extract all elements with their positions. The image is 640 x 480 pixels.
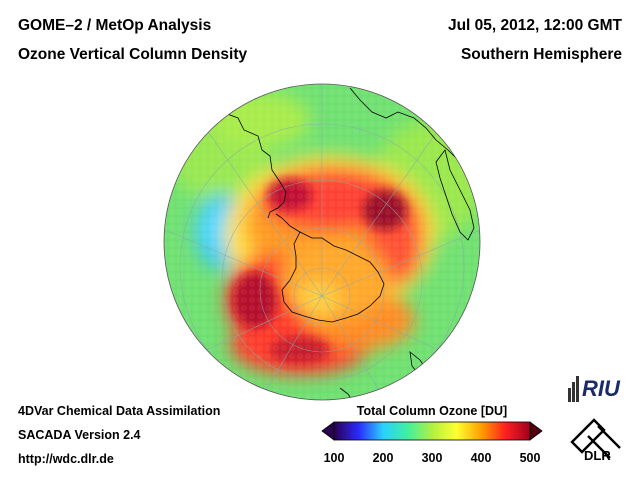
dlr-text: DLR [584,448,611,463]
footer-line-2: SACADA Version 2.4 [18,428,141,442]
colorbar-tick-label: 500 [519,451,541,465]
colorbar-tick-label: 400 [470,451,492,465]
region-label: Southern Hemisphere [460,46,622,63]
colorbar-title: Total Column Ozone [DU] [356,404,508,418]
title-line-1: GOME–2 / MetOp Analysis [18,17,212,34]
dlr-logo [570,418,621,459]
riu-logo: RIU [568,376,621,402]
colorbar [321,421,543,441]
riu-text: RIU [582,376,621,401]
title-line-2: Ozone Vertical Column Density [18,46,248,63]
colorbar-high-arrow [529,421,543,441]
colorbar-tick-label: 100 [323,451,345,465]
date-label: Jul 05, 2012, 12:00 GMT [447,17,622,34]
colorbar-gradient [333,421,531,441]
globe [164,84,480,400]
colorbar-tick-label: 200 [372,451,394,465]
footer-url[interactable]: http://wdc.dlr.de [18,452,114,466]
graticule [164,84,480,400]
coastlines [209,87,475,400]
colorbar-tick-label: 300 [421,451,443,465]
colorbar-low-arrow [321,421,335,441]
footer-line-1: 4DVar Chemical Data Assimilation [18,404,221,418]
